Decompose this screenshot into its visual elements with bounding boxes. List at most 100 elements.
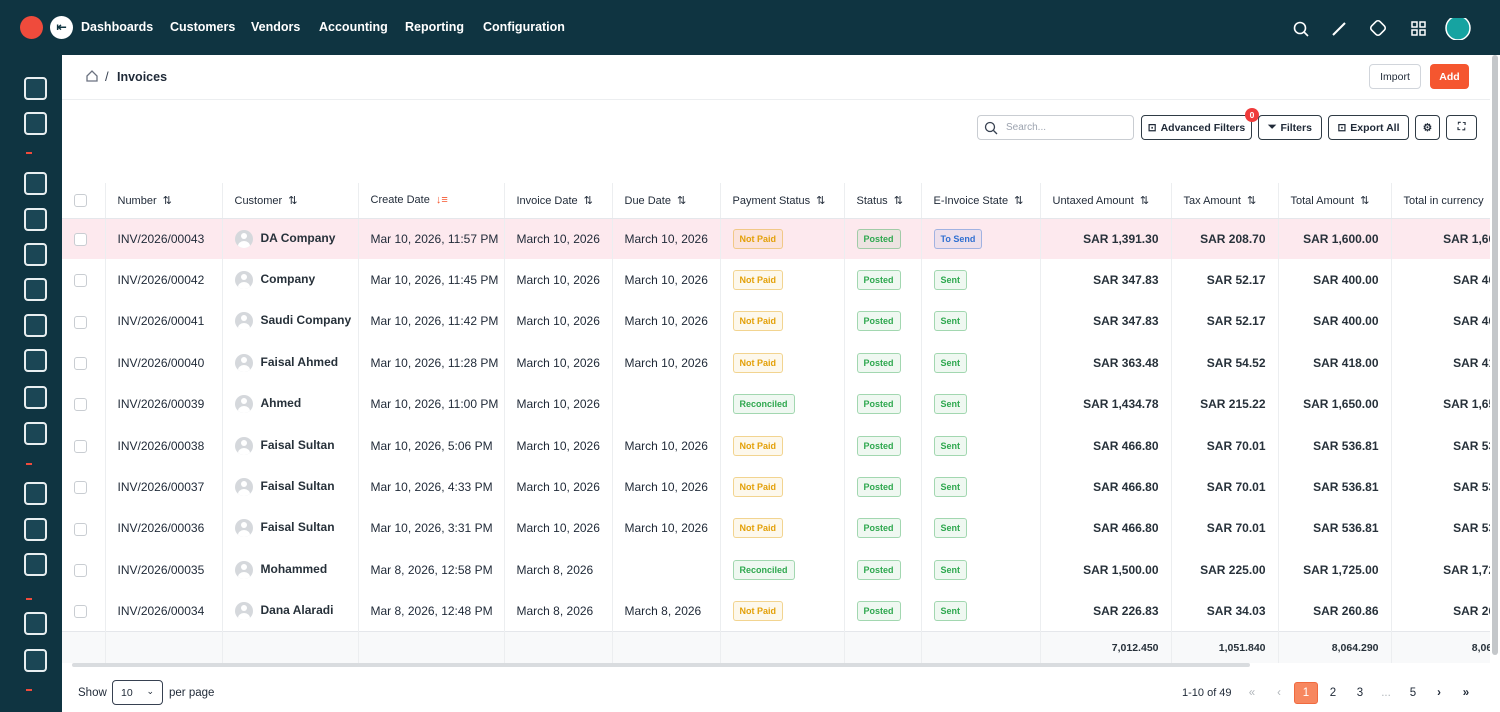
sidebar-icon[interactable] <box>24 482 47 505</box>
horizontal-scrollbar[interactable] <box>72 663 1250 667</box>
nav-item[interactable]: Vendors <box>251 20 301 34</box>
filters-button[interactable]: ⏷ Filters <box>1258 115 1322 140</box>
sort-icon[interactable]: ⇅ <box>816 194 826 207</box>
table-row[interactable]: INV/2026/00036 Faisal Sultan Mar 10, 2026,… <box>62 507 1490 550</box>
columns-button[interactable]: ⚙ <box>1415 115 1440 140</box>
table-row[interactable]: INV/2026/00037 Faisal Sultan Mar 10, 2026,… <box>62 466 1490 508</box>
sort-icon[interactable]: ⇅ <box>1246 194 1257 207</box>
breadcrumb-separator: / <box>105 69 109 84</box>
sidebar-icon[interactable] <box>24 172 47 195</box>
cell-create-date: Mar 10, 2026, 11:00 PM <box>358 383 505 425</box>
checkbox[interactable] <box>74 233 87 247</box>
sort-icon[interactable]: ⇅ <box>288 194 298 207</box>
nav-item[interactable]: Dashboards <box>81 20 154 34</box>
advanced-filters-button[interactable]: ⊡ Advanced Filters <box>1141 115 1252 140</box>
column-header[interactable]: Customer ⇅ <box>222 183 359 219</box>
checkbox[interactable] <box>74 357 87 371</box>
table-row[interactable]: INV/2026/00043 DA Company Mar 10, 2026, 11… <box>62 218 1490 260</box>
page-nav[interactable]: › <box>1437 687 1441 699</box>
table-row[interactable]: INV/2026/00035 Mohammed Mar 8, 2026, 12:58… <box>62 549 1490 591</box>
column-header[interactable]: Total in currency⇅ <box>1391 183 1490 219</box>
magic-icon[interactable] <box>1332 22 1346 36</box>
sidebar-icon[interactable] <box>24 386 47 409</box>
sidebar-icon[interactable] <box>24 243 47 266</box>
sidebar-icon[interactable] <box>24 349 47 372</box>
table-row[interactable]: INV/2026/00039 Ahmed Mar 10, 2026, 11:00 P… <box>62 383 1490 425</box>
page-nav[interactable]: ‹ <box>1277 687 1281 699</box>
page-nav[interactable]: » <box>1462 687 1470 699</box>
export-all-button[interactable]: ⊡ Export All <box>1328 115 1409 140</box>
column-header[interactable]: Create Date ↓≡ <box>358 183 505 219</box>
page-size-select[interactable]: 10 ⌄ <box>112 680 163 705</box>
page-button[interactable]: 2 <box>1329 687 1337 699</box>
table-row[interactable]: INV/2026/00041 Saudi Company Mar 10, 2026,… <box>62 300 1490 343</box>
sidebar-icon[interactable] <box>24 314 47 337</box>
logo[interactable] <box>20 16 43 39</box>
cell-text: March 10, 2026 <box>516 355 600 370</box>
checkbox[interactable] <box>74 481 87 495</box>
totals-cell <box>358 631 505 663</box>
sidebar-icon[interactable] <box>24 112 47 135</box>
table-row[interactable]: INV/2026/00042 Company Mar 10, 2026, 11:45… <box>62 259 1490 301</box>
add-button[interactable]: Add <box>1430 64 1469 89</box>
nav-item[interactable]: Customers <box>170 20 236 34</box>
table-row[interactable]: INV/2026/00034 Dana Alaradi Mar 8, 2026, 1… <box>62 590 1490 632</box>
import-button[interactable]: Import <box>1369 64 1421 89</box>
sort-icon[interactable]: ⇅ <box>1014 194 1024 207</box>
page-nav[interactable]: « <box>1248 687 1256 699</box>
column-header[interactable]: Due Date ⇅ <box>612 183 721 219</box>
checkbox[interactable] <box>74 563 87 577</box>
table-row[interactable]: INV/2026/00038 Faisal Sultan Mar 10, 2026,… <box>62 424 1490 467</box>
column-header[interactable]: Tax Amount ⇅ <box>1171 183 1279 219</box>
user-avatar[interactable] <box>1445 18 1471 40</box>
sort-icon[interactable]: ⇅ <box>162 194 172 207</box>
sidebar-icon[interactable] <box>24 422 47 445</box>
vertical-scrollbar[interactable] <box>1492 55 1498 655</box>
sort-icon[interactable]: ⇅ <box>583 194 593 207</box>
sidebar-icon[interactable] <box>24 77 47 100</box>
search-icon[interactable] <box>1293 21 1307 35</box>
sidebar-icon[interactable] <box>24 518 47 541</box>
cell-status: Posted <box>844 424 922 467</box>
checkbox[interactable] <box>74 605 87 619</box>
page-button[interactable]: 3 <box>1356 687 1364 699</box>
page-button[interactable]: ... <box>1381 687 1391 699</box>
sort-icon[interactable]: ⇅ <box>893 194 903 207</box>
sidebar-icon[interactable] <box>24 612 47 635</box>
sort-icon[interactable]: ↓≡ <box>435 194 448 207</box>
checkbox[interactable] <box>74 439 87 453</box>
collapse-button[interactable]: ⇤ <box>50 16 73 39</box>
home-icon[interactable] <box>85 69 99 83</box>
column-header[interactable]: Invoice Date ⇅ <box>504 183 613 219</box>
checkbox[interactable] <box>74 274 87 288</box>
column-header[interactable]: E-Invoice State ⇅ <box>921 183 1041 219</box>
fullscreen-button[interactable]: ⛶ <box>1446 115 1477 140</box>
sort-icon[interactable]: ⇅ <box>1139 194 1150 207</box>
checkbox[interactable] <box>74 398 87 412</box>
checkbox[interactable] <box>74 315 87 329</box>
cell-invoice-date: March 10, 2026 <box>504 507 613 550</box>
page-button[interactable]: 1 <box>1294 682 1318 704</box>
apps-icon[interactable] <box>1411 21 1426 36</box>
sidebar-icon[interactable] <box>24 553 47 576</box>
sidebar-icon[interactable] <box>24 208 47 231</box>
column-header[interactable]: Total Amount ⇅ <box>1278 183 1392 219</box>
sidebar-icon[interactable] <box>24 649 47 672</box>
search-box[interactable]: Search... <box>977 115 1134 140</box>
column-header[interactable]: Status ⇅ <box>844 183 922 219</box>
nav-item[interactable]: Reporting <box>405 20 465 34</box>
sort-icon[interactable]: ⇅ <box>676 194 687 207</box>
nav-item[interactable]: Configuration <box>483 20 565 34</box>
table-row[interactable]: INV/2026/00040 Faisal Ahmed Mar 10, 2026, … <box>62 342 1490 384</box>
search-box-icon <box>984 121 998 135</box>
sidebar-icon[interactable] <box>24 278 47 301</box>
nav-item[interactable]: Accounting <box>319 20 388 34</box>
page-button[interactable]: 5 <box>1409 687 1417 699</box>
sort-icon[interactable]: ⇅ <box>1360 194 1370 207</box>
pill-icon[interactable] <box>1369 19 1387 37</box>
checkbox[interactable] <box>74 522 87 536</box>
checkbox[interactable] <box>74 193 87 207</box>
column-header[interactable]: Payment Status ⇅ <box>720 183 845 219</box>
column-header[interactable]: Untaxed Amount ⇅ <box>1040 183 1172 219</box>
column-header[interactable]: Number ⇅ <box>105 183 223 219</box>
